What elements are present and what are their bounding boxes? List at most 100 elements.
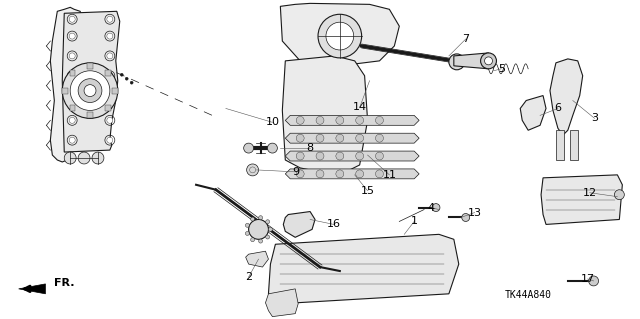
Polygon shape	[246, 251, 268, 267]
Circle shape	[356, 170, 364, 178]
Circle shape	[107, 16, 113, 22]
Circle shape	[107, 137, 113, 143]
Text: 9: 9	[292, 167, 300, 177]
Polygon shape	[51, 7, 84, 162]
Bar	[112, 88, 118, 93]
Polygon shape	[266, 289, 298, 317]
Polygon shape	[285, 115, 419, 125]
Circle shape	[107, 73, 113, 79]
Bar	[104, 70, 111, 76]
Circle shape	[64, 152, 76, 164]
Circle shape	[376, 170, 383, 178]
Circle shape	[69, 16, 75, 22]
Circle shape	[336, 116, 344, 124]
Circle shape	[432, 204, 440, 211]
Circle shape	[481, 53, 497, 69]
Circle shape	[69, 53, 75, 59]
Circle shape	[120, 73, 124, 76]
Polygon shape	[285, 151, 419, 161]
Circle shape	[268, 227, 273, 231]
Circle shape	[245, 232, 250, 235]
Polygon shape	[280, 4, 399, 66]
Circle shape	[376, 152, 383, 160]
Circle shape	[259, 239, 262, 243]
Text: 13: 13	[468, 208, 482, 218]
Polygon shape	[570, 130, 578, 160]
Polygon shape	[285, 169, 419, 179]
Circle shape	[296, 170, 304, 178]
Circle shape	[356, 134, 364, 142]
Circle shape	[251, 238, 255, 242]
Circle shape	[589, 276, 598, 286]
Text: 17: 17	[580, 274, 595, 284]
Circle shape	[336, 170, 344, 178]
Text: 11: 11	[382, 170, 396, 180]
Circle shape	[70, 71, 110, 110]
Text: 10: 10	[266, 117, 280, 127]
Circle shape	[107, 98, 113, 103]
Circle shape	[248, 219, 268, 239]
Bar	[70, 105, 76, 111]
Text: 14: 14	[353, 102, 367, 113]
Bar	[87, 63, 93, 69]
Circle shape	[107, 53, 113, 59]
Bar	[104, 105, 111, 111]
Text: 8: 8	[307, 143, 314, 153]
Text: 4: 4	[428, 203, 435, 212]
Circle shape	[376, 134, 383, 142]
Circle shape	[69, 33, 75, 39]
Circle shape	[356, 152, 364, 160]
Circle shape	[376, 116, 383, 124]
Circle shape	[356, 116, 364, 124]
Polygon shape	[19, 284, 45, 294]
Circle shape	[484, 57, 493, 65]
Polygon shape	[454, 53, 490, 69]
Circle shape	[316, 170, 324, 178]
Circle shape	[69, 98, 75, 103]
Polygon shape	[550, 59, 582, 135]
Circle shape	[69, 137, 75, 143]
Circle shape	[245, 223, 250, 227]
Circle shape	[318, 14, 362, 58]
Polygon shape	[284, 211, 315, 237]
Circle shape	[244, 143, 253, 153]
Circle shape	[84, 85, 96, 97]
Text: TK44A840: TK44A840	[505, 290, 552, 300]
Circle shape	[316, 152, 324, 160]
Circle shape	[326, 22, 354, 50]
Polygon shape	[541, 175, 622, 225]
Circle shape	[296, 134, 304, 142]
Circle shape	[266, 220, 269, 224]
Circle shape	[268, 143, 277, 153]
Polygon shape	[556, 130, 564, 160]
Circle shape	[130, 81, 133, 84]
Polygon shape	[282, 56, 367, 175]
Circle shape	[316, 116, 324, 124]
Circle shape	[259, 216, 262, 220]
Circle shape	[461, 213, 470, 221]
Circle shape	[78, 79, 102, 102]
Bar	[70, 70, 76, 76]
Circle shape	[107, 117, 113, 123]
Circle shape	[107, 33, 113, 39]
Bar	[62, 88, 68, 93]
Text: 7: 7	[462, 34, 469, 44]
Text: 15: 15	[360, 186, 374, 196]
Polygon shape	[268, 234, 459, 304]
Text: 6: 6	[554, 103, 561, 114]
Polygon shape	[62, 11, 120, 152]
Circle shape	[78, 152, 90, 164]
Circle shape	[336, 134, 344, 142]
Circle shape	[69, 73, 75, 79]
Circle shape	[296, 116, 304, 124]
Circle shape	[92, 152, 104, 164]
Text: 2: 2	[245, 272, 252, 282]
Circle shape	[266, 235, 269, 239]
Text: 16: 16	[327, 219, 341, 229]
Circle shape	[336, 152, 344, 160]
Circle shape	[246, 164, 259, 176]
Circle shape	[449, 54, 465, 70]
Polygon shape	[285, 133, 419, 143]
Text: FR.: FR.	[54, 278, 75, 288]
Text: 3: 3	[591, 113, 598, 123]
